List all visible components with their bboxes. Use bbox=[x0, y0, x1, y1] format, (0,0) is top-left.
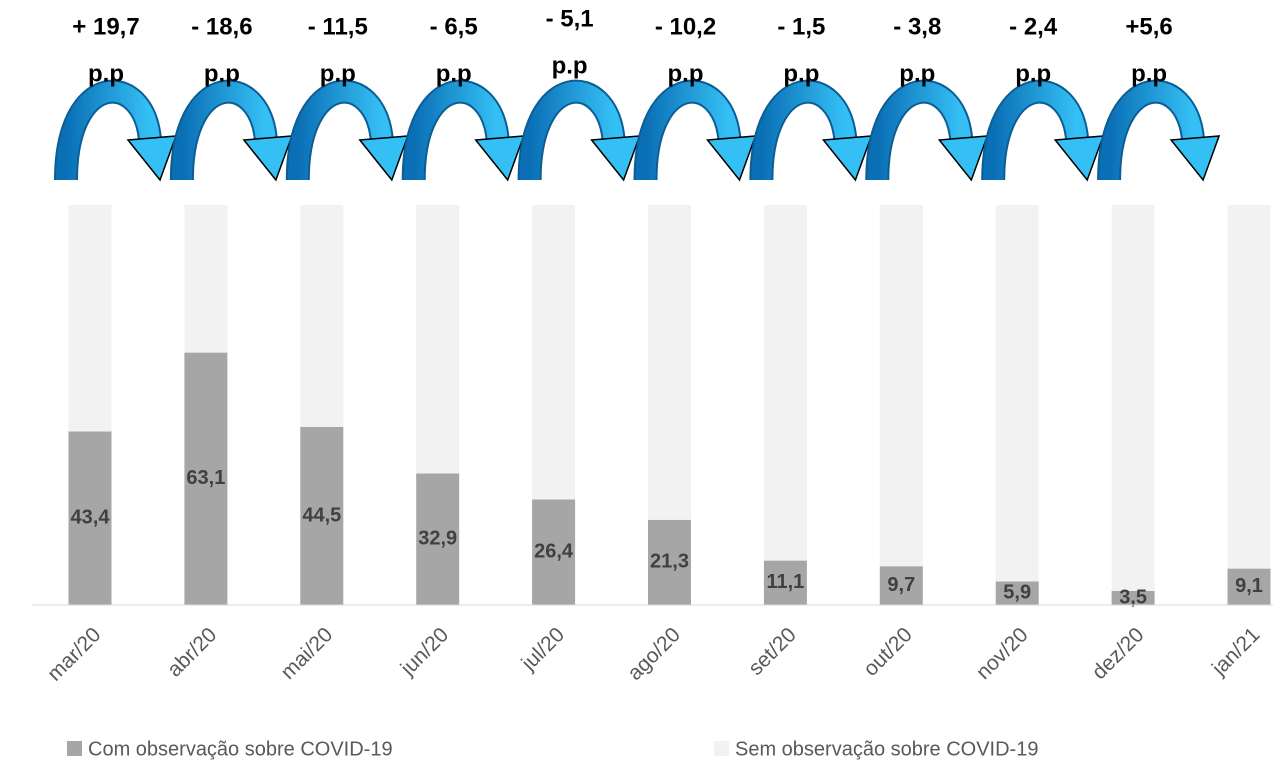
arrow-head bbox=[937, 135, 989, 182]
value-label: 5,9 bbox=[1003, 581, 1031, 603]
annotation: - 2,4 bbox=[1009, 13, 1058, 40]
x-tick-label: nov/20 bbox=[972, 623, 1033, 684]
arrow-head bbox=[590, 135, 641, 182]
arrow-head bbox=[706, 135, 757, 182]
x-tick-label: out/20 bbox=[859, 623, 917, 681]
annotation: - 6,5 bbox=[430, 13, 478, 40]
value-label: 32,9 bbox=[418, 527, 457, 549]
annotation: p.p bbox=[783, 60, 819, 87]
arrow-head bbox=[1169, 135, 1221, 182]
bar-segment bbox=[416, 473, 460, 605]
bar-segment bbox=[68, 205, 112, 432]
annotation: - 3,8 bbox=[893, 13, 941, 40]
bar-segment bbox=[879, 205, 923, 567]
value-label: 21,3 bbox=[650, 551, 689, 573]
arrow bbox=[867, 81, 972, 181]
arrow bbox=[403, 81, 508, 181]
annotation: - 18,6 bbox=[191, 13, 252, 40]
bar-segment bbox=[763, 560, 807, 605]
bar-segment bbox=[995, 581, 1039, 605]
arrow bbox=[519, 81, 624, 181]
value-label: 63,1 bbox=[186, 467, 225, 489]
bar-segment bbox=[184, 205, 228, 353]
value-label: 11,1 bbox=[766, 571, 804, 593]
value-label: 43,4 bbox=[71, 506, 111, 528]
bar-segment bbox=[300, 427, 344, 605]
bar-segment bbox=[532, 205, 576, 500]
legend-swatch bbox=[714, 741, 729, 756]
annotation: p.p bbox=[320, 60, 356, 87]
arrow bbox=[171, 81, 276, 181]
value-label: 44,5 bbox=[302, 504, 341, 526]
bar-segment bbox=[68, 431, 112, 605]
bar-segment bbox=[416, 205, 460, 474]
value-label: 9,7 bbox=[887, 574, 915, 596]
annotation: p.p bbox=[436, 60, 472, 87]
x-tick-label: jun/20 bbox=[396, 623, 453, 680]
legend-label: Sem observação sobre COVID-19 bbox=[735, 738, 1038, 760]
annotation: - 10,2 bbox=[655, 13, 716, 40]
annotation: p.p bbox=[204, 60, 240, 87]
arrow-head bbox=[1053, 135, 1105, 182]
bar-segment bbox=[648, 519, 691, 605]
x-tick-label: ago/20 bbox=[623, 623, 685, 685]
x-tick-label: set/20 bbox=[744, 623, 801, 680]
annotation: +5,6 bbox=[1125, 13, 1172, 40]
annotation: - 11,5 bbox=[308, 13, 368, 40]
value-label: 3,5 bbox=[1119, 586, 1147, 608]
x-tick-label: abr/20 bbox=[163, 623, 221, 681]
x-tick-label: dez/20 bbox=[1088, 623, 1149, 684]
bar-segment bbox=[879, 566, 923, 605]
bar-segment bbox=[300, 205, 344, 427]
arrow-head bbox=[821, 135, 873, 182]
value-label: 26,4 bbox=[534, 540, 574, 562]
annotation: p.p bbox=[552, 52, 588, 79]
bar-segment bbox=[1111, 205, 1155, 591]
annotation: - 1,5 bbox=[777, 13, 825, 40]
bar-segment bbox=[1227, 568, 1271, 605]
legend-label: Com observação sobre COVID-19 bbox=[88, 738, 393, 760]
annotation: p.p bbox=[88, 60, 124, 87]
annotation: p.p bbox=[668, 60, 704, 87]
bar-segment bbox=[1111, 591, 1155, 605]
annotation: p.p bbox=[1131, 60, 1167, 87]
bar-segment bbox=[184, 352, 228, 605]
arrow-head bbox=[358, 135, 409, 182]
annotation: p.p bbox=[1015, 60, 1051, 87]
arrow-head bbox=[126, 135, 178, 182]
arrow bbox=[983, 81, 1088, 181]
bar-segment bbox=[532, 499, 576, 605]
x-tick-label: mar/20 bbox=[43, 623, 105, 685]
annotation: + 19,7 bbox=[72, 13, 139, 40]
x-tick-label: mai/20 bbox=[276, 623, 337, 684]
value-label: 9,1 bbox=[1235, 575, 1263, 597]
x-tick-label: jan/21 bbox=[1207, 623, 1264, 680]
arrow bbox=[635, 81, 740, 181]
bar-segment bbox=[763, 205, 807, 561]
arrow-head bbox=[474, 135, 525, 182]
bar-segment bbox=[995, 205, 1039, 582]
arrow-head bbox=[242, 135, 294, 182]
arrow bbox=[1099, 81, 1204, 181]
arrow bbox=[751, 81, 856, 181]
legend-swatch bbox=[67, 741, 82, 756]
x-tick-label: jul/20 bbox=[517, 623, 569, 675]
annotation: p.p bbox=[899, 60, 935, 87]
annotation: - 5,1 bbox=[546, 5, 594, 32]
bar-segment bbox=[648, 205, 691, 520]
bar-segment bbox=[1227, 205, 1271, 569]
arrow bbox=[287, 81, 392, 181]
arrow bbox=[56, 81, 160, 181]
